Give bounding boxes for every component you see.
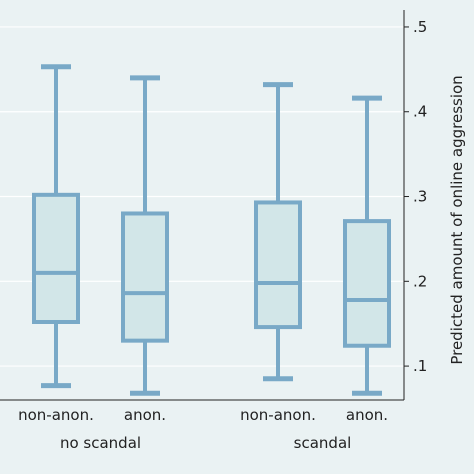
- box-iqr: [32, 192, 80, 324]
- y-axis-title: Predicted amount of online aggression: [448, 75, 466, 364]
- x-tick-label: non-anon.: [240, 406, 316, 424]
- box-iqr: [343, 219, 391, 348]
- box-3: [254, 82, 302, 382]
- box-2: [121, 75, 169, 396]
- box-iqr: [121, 211, 169, 343]
- x-tick-label: anon.: [124, 406, 166, 424]
- box-1: [32, 64, 80, 389]
- y-tick-label: .4: [413, 103, 427, 121]
- x-tick-label: non-anon.: [18, 406, 94, 424]
- box-iqr: [254, 200, 302, 330]
- axis-layer: .1 .2 .3 .4 .5 non-anon. anon. non-anon. anon. no…: [0, 10, 427, 452]
- y-tick-label: .3: [413, 188, 427, 206]
- group-label: scandal: [294, 434, 352, 452]
- box-layer: [32, 64, 391, 396]
- group-label: no scandal: [60, 434, 141, 452]
- y-tick-label: .5: [413, 18, 427, 36]
- y-tick-label: .2: [413, 272, 427, 290]
- x-tick-label: anon.: [346, 406, 388, 424]
- y-tick-label: .1: [413, 357, 427, 375]
- box-4: [343, 95, 391, 396]
